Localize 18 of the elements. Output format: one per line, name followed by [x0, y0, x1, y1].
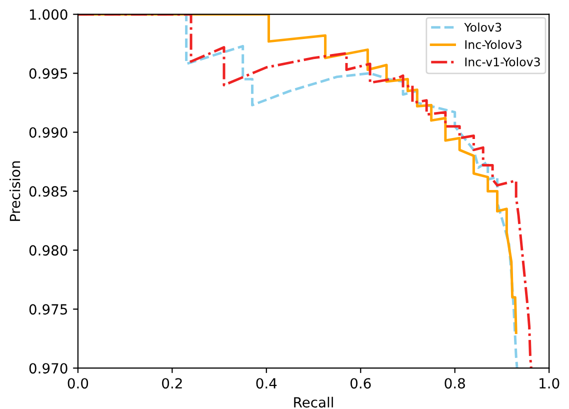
y-tick-label: 0.995 — [29, 68, 68, 79]
legend-label: Yolov3 — [464, 22, 502, 32]
y-axis-title: Precision — [9, 161, 20, 221]
y-tick-label: 0.975 — [29, 304, 68, 315]
y-tick-label: 0.985 — [29, 186, 68, 197]
y-tick-label: 0.980 — [29, 245, 68, 256]
legend-label: Inc-Yolov3 — [465, 40, 522, 50]
x-tick-label: 1.0 — [540, 378, 560, 389]
y-tick-label: 0.990 — [29, 127, 68, 138]
legend-label: Inc-v1-Yolov3 — [465, 57, 540, 66]
x-tick-label: 0.2 — [162, 378, 182, 389]
x-tick-label: 0.4 — [256, 378, 277, 389]
y-tick-label: 0.970 — [29, 363, 68, 374]
x-axis-title: Recall — [294, 396, 333, 408]
x-tick-label: 0.6 — [350, 378, 371, 389]
x-tick-label: 0.8 — [444, 378, 465, 389]
x-tick-label: 0.0 — [68, 378, 88, 389]
y-tick-label: 1.000 — [30, 9, 68, 20]
